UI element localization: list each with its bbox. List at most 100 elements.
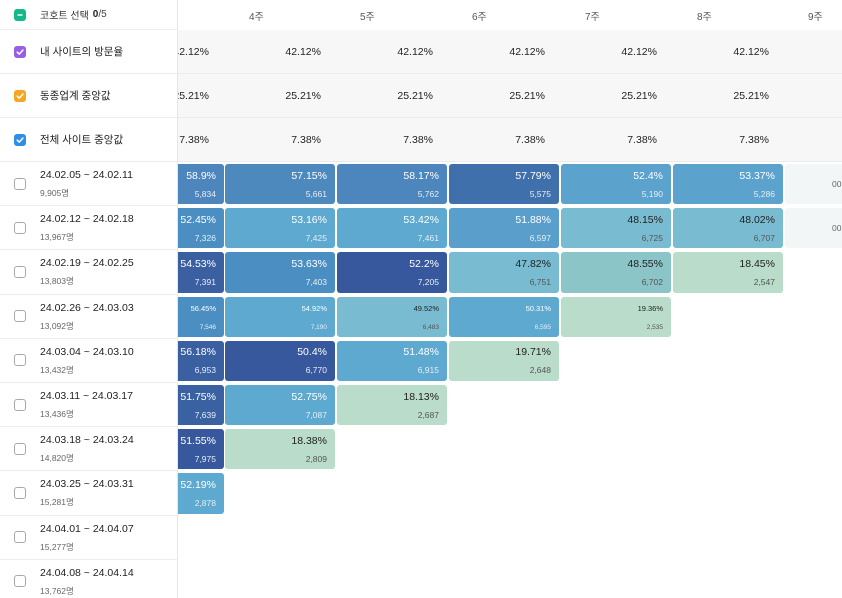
cohort-user-count: 13,967명 <box>40 232 74 243</box>
retention-cell[interactable]: 52.4% 5,190 <box>561 164 671 205</box>
cohort-checkbox[interactable] <box>14 575 26 588</box>
week-header: 5주 <box>360 11 375 23</box>
retention-cell[interactable]: 53.42% 7,461 <box>337 208 447 249</box>
retention-cell[interactable]: 53.37% 5,286 <box>673 164 783 205</box>
week-header: 8주 <box>697 11 712 23</box>
retention-rate: 19.71% <box>515 346 551 359</box>
retention-cell[interactable]: 48.15% 6,725 <box>561 208 671 249</box>
retained-users-partial: 00 <box>832 223 842 234</box>
cohort-info: 24.03.25 ~ 24.03.31 15,281명 <box>40 477 134 508</box>
retention-cell[interactable]: 50.31% 6,595 <box>449 296 559 337</box>
retention-cell[interactable]: 47.82% 6,751 <box>449 252 559 293</box>
retained-users: 6,770 <box>305 365 327 376</box>
retained-users: 2,878 <box>194 497 216 508</box>
cohort-user-count: 14,820명 <box>40 453 74 464</box>
retention-rate: 51.88% <box>515 213 551 226</box>
cohort-checkbox[interactable] <box>14 531 26 544</box>
reference-label: 동종업계 중앙값 <box>40 90 111 102</box>
retained-users: 6,915 <box>417 365 439 376</box>
retention-cell[interactable]: 54.92% 7,190 <box>225 296 335 337</box>
retention-cell[interactable]: 53.16% 7,425 <box>225 208 335 249</box>
retention-cell[interactable]: 48.02% 6,707 <box>673 208 783 249</box>
retention-cell[interactable]: 54.53% 7,391 <box>178 252 224 293</box>
cohort-select-header: 코호트 선택 0 /5 <box>0 0 178 30</box>
retention-rate: 53.37% <box>739 169 775 182</box>
retained-users: 7,461 <box>417 232 439 243</box>
reference-value: 25.21% <box>397 90 433 102</box>
retention-rate: 52.45% <box>180 213 216 226</box>
retention-cell[interactable]: 49.52% 6,483 <box>337 296 447 337</box>
retention-cell[interactable]: 58.17% 5,762 <box>337 164 447 205</box>
cohort-checkbox[interactable] <box>14 177 26 190</box>
retention-cell[interactable]: 51.55% 7,975 <box>178 429 224 470</box>
cohort-checkbox[interactable] <box>14 398 26 411</box>
cohort-row: 24.03.11 ~ 24.03.17 13,436명 <box>0 383 178 428</box>
cohort-checkbox[interactable] <box>14 354 26 367</box>
retention-cell-partial[interactable]: 00 <box>785 164 842 205</box>
cohort-row: 24.04.01 ~ 24.04.07 15,277명 <box>0 516 178 560</box>
retained-users: 5,762 <box>417 188 439 199</box>
reference-checkbox[interactable] <box>14 133 26 146</box>
retained-users: 7,190 <box>310 323 327 331</box>
cohort-row: 24.03.04 ~ 24.03.10 13,432명 <box>0 339 178 383</box>
reference-values-row: 25.21% 25.21% 25.21% 25.21% 25.21% 25.21% <box>178 74 842 118</box>
retention-cell[interactable]: 50.4% 6,770 <box>225 340 335 381</box>
retained-users: 2,547 <box>753 276 775 287</box>
reference-checkbox[interactable] <box>14 45 26 58</box>
cohort-row: 24.02.12 ~ 24.02.18 13,967명 <box>0 206 178 251</box>
retention-cell[interactable]: 56.18% 6,953 <box>178 340 224 381</box>
retention-cell[interactable]: 18.38% 2,809 <box>225 429 335 470</box>
retention-cell[interactable]: 51.88% 6,597 <box>449 208 559 249</box>
cohort-row: 24.02.26 ~ 24.03.03 13,092명 <box>0 295 178 339</box>
reference-value: 7.38% <box>627 134 657 146</box>
retention-cell[interactable]: 51.75% 7,639 <box>178 385 224 426</box>
cohort-checkbox[interactable] <box>14 221 26 234</box>
cohort-select-title: 코호트 선택 <box>40 11 89 22</box>
reference-row: 전체 사이트 중앙값 <box>0 118 178 162</box>
retention-cell-partial[interactable]: 00 <box>785 208 842 249</box>
retention-cell[interactable]: 19.71% 2,648 <box>449 340 559 381</box>
retention-rate: 56.18% <box>180 346 216 359</box>
cohort-checkbox[interactable] <box>14 310 26 323</box>
retained-users: 5,286 <box>753 188 775 199</box>
retention-cell[interactable]: 57.15% 5,661 <box>225 164 335 205</box>
retention-cell[interactable]: 51.48% 6,915 <box>337 340 447 381</box>
retention-cell[interactable]: 56.45% 7,546 <box>178 296 224 337</box>
select-all-checkbox[interactable] <box>14 8 26 21</box>
retained-users: 2,648 <box>529 365 551 376</box>
reference-value: 25.21% <box>178 90 209 102</box>
cohort-date-range: 24.02.26 ~ 24.03.03 <box>40 301 134 314</box>
cohort-row: 24.02.19 ~ 24.02.25 13,803명 <box>0 250 178 295</box>
retained-users: 6,725 <box>641 232 663 243</box>
cohort-user-count: 9,905명 <box>40 188 70 199</box>
cohort-checkbox[interactable] <box>14 265 26 278</box>
retention-cell[interactable]: 57.79% 5,575 <box>449 164 559 205</box>
retention-cell[interactable]: 18.13% 2,687 <box>337 385 447 426</box>
retention-rate: 53.16% <box>291 213 327 226</box>
retention-cell[interactable]: 19.36% 2,535 <box>561 296 671 337</box>
check-icon <box>16 48 24 55</box>
cohort-row: 24.03.25 ~ 24.03.31 15,281명 <box>0 471 178 516</box>
retention-rate: 58.9% <box>186 169 216 182</box>
retention-rate: 53.42% <box>403 213 439 226</box>
retention-cell[interactable]: 52.75% 7,087 <box>225 385 335 426</box>
retention-rate: 52.4% <box>633 169 663 182</box>
retention-cell[interactable]: 52.2% 7,205 <box>337 252 447 293</box>
cohort-checkbox[interactable] <box>14 486 26 499</box>
retention-cell[interactable]: 48.55% 6,702 <box>561 252 671 293</box>
cohort-date-range: 24.02.12 ~ 24.02.18 <box>40 213 134 226</box>
week-header: 4주 <box>249 11 264 23</box>
cohort-date-range: 24.03.04 ~ 24.03.10 <box>40 345 134 358</box>
reference-value: 42.12% <box>621 46 657 58</box>
cohort-date-range: 24.03.11 ~ 24.03.17 <box>40 390 133 403</box>
retention-cell[interactable]: 52.45% 7,326 <box>178 208 224 249</box>
retention-rate: 49.52% <box>413 303 439 313</box>
reference-value: 7.38% <box>179 134 209 146</box>
retention-cell[interactable]: 18.45% 2,547 <box>673 252 783 293</box>
cohort-checkbox[interactable] <box>14 442 26 455</box>
reference-checkbox[interactable] <box>14 89 26 102</box>
retention-cell[interactable]: 58.9% 5,834 <box>178 164 224 205</box>
retention-cell[interactable]: 53.63% 7,403 <box>225 252 335 293</box>
retention-cell[interactable]: 52.19% 2,878 <box>178 473 224 514</box>
retained-users: 7,425 <box>305 232 327 243</box>
